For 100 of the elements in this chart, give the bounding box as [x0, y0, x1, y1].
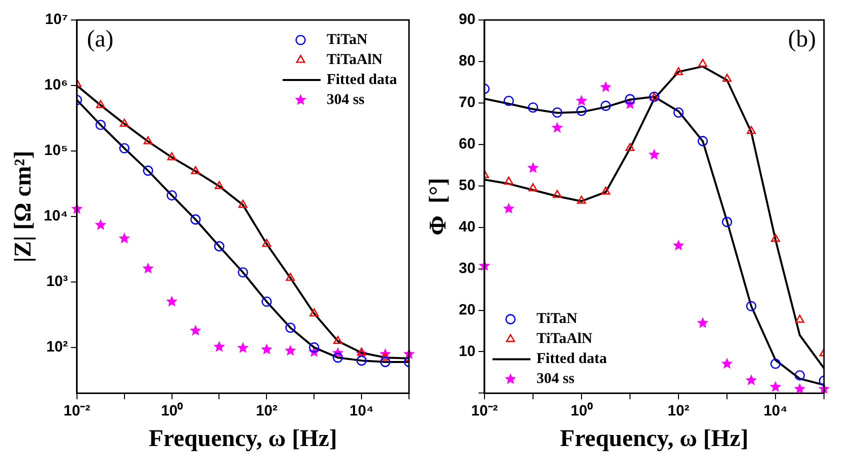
point: [286, 272, 295, 281]
point: [120, 118, 129, 127]
point: [504, 176, 514, 185]
x-tick-label: 10⁻²: [64, 402, 90, 420]
point: [698, 136, 708, 146]
point: [770, 358, 781, 369]
point: [285, 322, 296, 333]
y-axis-title: Φ [°]: [426, 178, 452, 236]
point: [722, 74, 732, 82]
legend-label: 304 ss: [326, 92, 365, 108]
point: [576, 106, 587, 116]
point: [214, 181, 224, 190]
y-tick-label: 40: [458, 218, 476, 236]
point: [600, 81, 612, 92]
point: [94, 219, 106, 230]
point: [746, 374, 757, 386]
point: [167, 152, 176, 160]
y-tick-label: 10⁵: [44, 142, 68, 160]
point: [528, 102, 538, 113]
point: [673, 107, 684, 118]
point: [356, 355, 367, 366]
point: [95, 120, 106, 130]
point: [527, 162, 539, 173]
point: [600, 100, 611, 111]
point: [260, 343, 272, 354]
point: [238, 267, 248, 278]
y-tick-label: 70: [458, 94, 476, 112]
y-tick-label: 10⁶: [44, 76, 68, 94]
point: [721, 358, 733, 369]
point: [794, 370, 805, 381]
point: [503, 202, 514, 214]
legend-label: Fitted data: [326, 72, 398, 88]
point: [142, 262, 154, 274]
y-tick-label: 10³: [46, 273, 68, 290]
point: [380, 356, 390, 368]
point: [528, 183, 538, 192]
annotation: (a): [86, 26, 114, 52]
point: [648, 148, 660, 160]
x-axis-title: Frequency, ω [Hz]: [560, 426, 748, 452]
point: [144, 136, 153, 144]
point: [238, 200, 248, 208]
point: [576, 94, 588, 106]
point: [746, 300, 756, 312]
legend-label: TiTaN: [536, 311, 578, 328]
y-tick-label: 10²: [46, 338, 68, 356]
y-tick-label: 10: [458, 342, 476, 360]
annotation: (b): [788, 26, 816, 52]
point: [357, 348, 366, 356]
point: [552, 107, 562, 118]
y-tick-label: 60: [458, 136, 476, 153]
y-tick-label: 90: [458, 11, 476, 28]
point: [601, 186, 610, 195]
point: [552, 122, 563, 133]
point: [262, 296, 272, 307]
x-tick-label: 10⁴: [763, 402, 788, 420]
point: [672, 240, 684, 250]
point: [308, 342, 320, 353]
legend-label: TiTaAlN: [536, 331, 593, 348]
point: [770, 380, 782, 392]
point: [332, 352, 343, 363]
point: [333, 336, 342, 344]
point: [119, 143, 130, 154]
point: [166, 190, 177, 201]
point: [746, 126, 756, 134]
legend-label: TiTaN: [326, 32, 368, 48]
point: [190, 214, 201, 225]
y-tick-label: 30: [458, 260, 476, 277]
point: [794, 383, 806, 394]
y-tick-label: 20: [458, 301, 476, 318]
point: [795, 314, 804, 323]
point: [118, 232, 130, 244]
point: [552, 190, 562, 198]
point: [190, 324, 202, 336]
x-tick-label: 10⁰: [160, 401, 184, 420]
point: [214, 241, 224, 252]
point: [625, 142, 635, 152]
legend-label: TiTaAlN: [326, 52, 383, 68]
point: [624, 94, 636, 104]
x-tick-label: 10⁻²: [471, 402, 498, 420]
point: [262, 238, 272, 247]
point: [504, 96, 514, 106]
x-tick-label: 10²: [256, 402, 278, 420]
x-tick-label: 10⁴: [350, 402, 374, 420]
point: [770, 234, 780, 242]
y-tick-label: 50: [458, 177, 476, 194]
point: [214, 340, 225, 352]
point: [237, 342, 249, 353]
point: [142, 166, 154, 176]
point: [674, 67, 684, 76]
y-tick-label: 10⁴: [44, 208, 68, 225]
point: [284, 344, 296, 356]
point: [190, 166, 200, 174]
point: [380, 352, 390, 360]
point: [698, 58, 708, 67]
y-tick-label: 10⁷: [45, 11, 68, 28]
point: [166, 296, 178, 307]
y-axis-title: |Z| [Ω cm²]: [10, 150, 37, 262]
point: [697, 317, 708, 328]
point: [576, 196, 586, 204]
point: [310, 308, 319, 316]
